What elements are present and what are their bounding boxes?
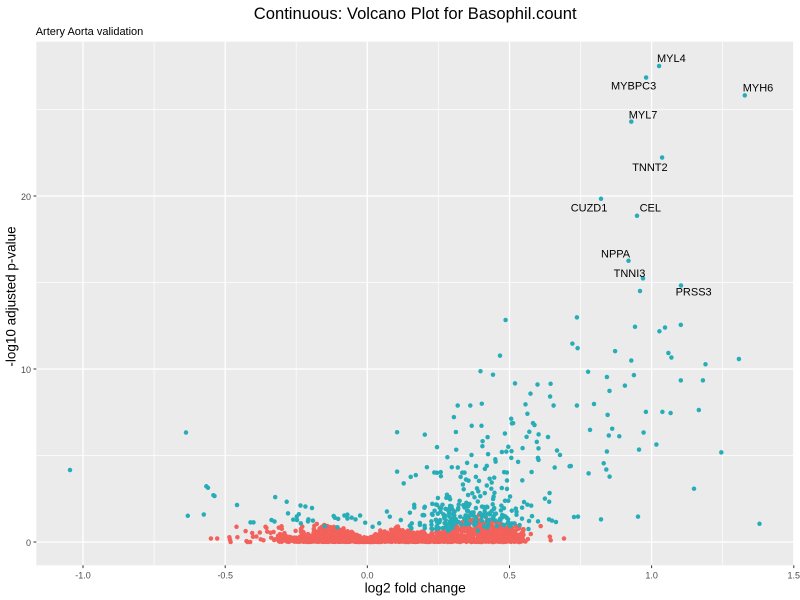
svg-text:-1.0: -1.0 [75,570,91,580]
svg-text:TNNI3: TNNI3 [614,268,646,280]
svg-text:0.5: 0.5 [503,570,516,580]
svg-text:10: 10 [21,365,31,375]
svg-text:TNNT2: TNNT2 [632,162,667,174]
svg-text:MYL7: MYL7 [629,110,658,122]
svg-text:MYH6: MYH6 [743,83,774,95]
svg-text:Artery Aorta validation: Artery Aorta validation [36,26,144,38]
svg-text:PRSS3: PRSS3 [676,286,712,298]
svg-text:Continuous: Volcano Plot for B: Continuous: Volcano Plot for Basophil.co… [254,4,577,23]
svg-text:NPPA: NPPA [601,248,631,260]
svg-text:1.0: 1.0 [645,570,658,580]
svg-text:20: 20 [21,192,31,202]
svg-text:1.5: 1.5 [788,570,800,580]
svg-text:CUZD1: CUZD1 [571,203,608,215]
svg-text:MYBPC3: MYBPC3 [611,81,656,93]
svg-text:-0.5: -0.5 [217,570,233,580]
svg-text:0.0: 0.0 [361,570,374,580]
svg-text:MYL4: MYL4 [657,53,686,65]
svg-text:-log10 adjusted p-value: -log10 adjusted p-value [4,226,19,366]
svg-text:0: 0 [26,538,31,548]
svg-text:log2 fold change: log2 fold change [365,580,467,595]
svg-text:CEL: CEL [640,202,661,214]
